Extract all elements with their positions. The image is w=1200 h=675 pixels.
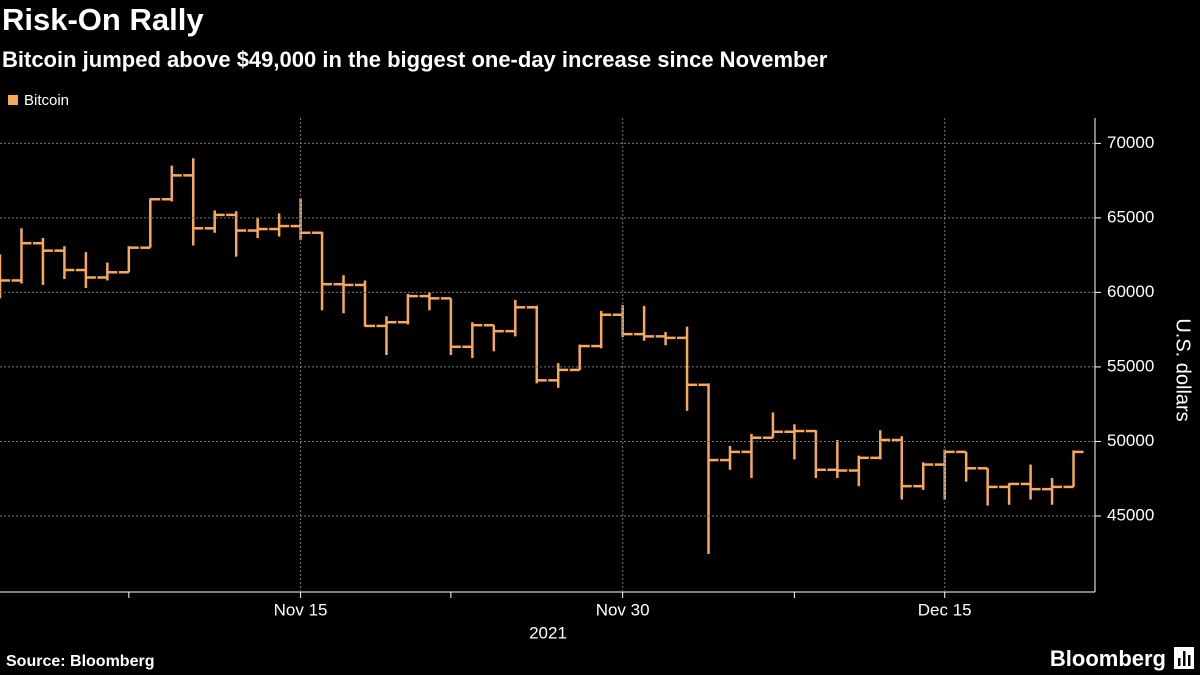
chart-subtitle: Bitcoin jumped above $49,000 in the bigg…: [2, 47, 828, 72]
x-tick-label: Nov 15: [274, 600, 328, 619]
x-axis-label: 2021: [529, 623, 567, 642]
plot-area: [0, 158, 1084, 554]
y-tick-label: 45000: [1107, 505, 1154, 524]
logo-icon: [1174, 647, 1194, 669]
y-tick-label: 70000: [1107, 133, 1154, 152]
y-axis-label: U.S. dollars: [1172, 318, 1194, 421]
x-tick-label: Dec 15: [918, 600, 972, 619]
y-tick-label: 55000: [1107, 356, 1154, 375]
x-tick-label: Nov 30: [596, 600, 650, 619]
y-tick-label: 65000: [1107, 207, 1154, 226]
logo-text: Bloomberg: [1050, 646, 1166, 671]
y-tick-label: 60000: [1107, 282, 1154, 301]
legend-swatch: [8, 95, 18, 105]
y-tick-label: 50000: [1107, 431, 1154, 450]
source: Source: Bloomberg: [6, 653, 154, 670]
legend-label: Bitcoin: [24, 92, 69, 109]
chart-title: Risk-On Rally: [2, 2, 204, 37]
